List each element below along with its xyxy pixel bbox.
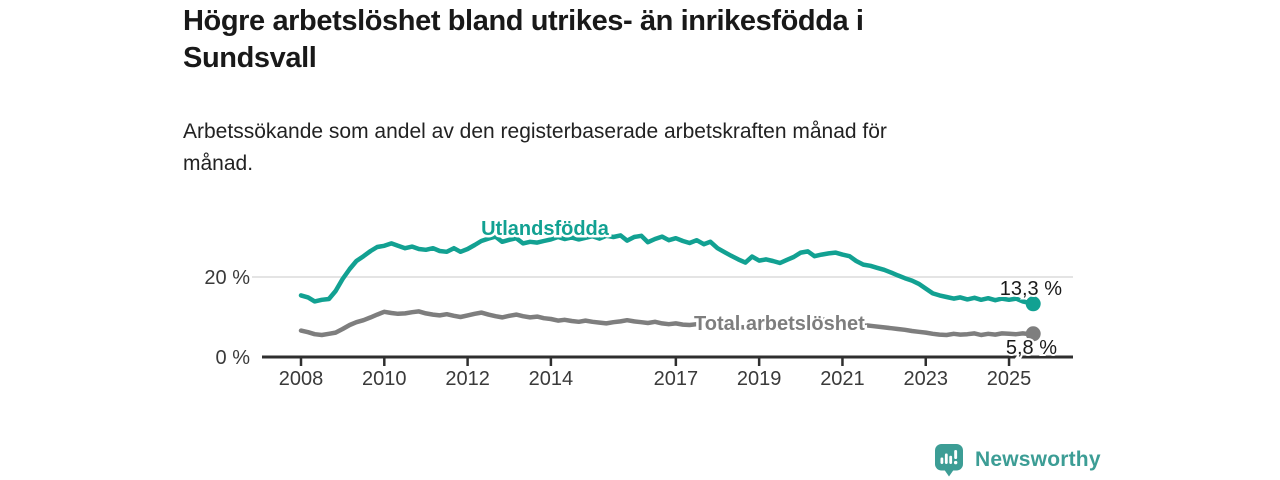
y-axis-tick-label-0: 20 % (204, 267, 250, 289)
x-axis-tick-label-2017: 2017 (654, 368, 699, 390)
brand-footer: Newsworthy (934, 443, 1101, 477)
page-title: Högre arbetslöshet bland utrikes- än inr… (183, 3, 864, 77)
x-axis-tick-label-2014: 2014 (529, 368, 574, 390)
x-axis-tick-label-2019: 2019 (737, 368, 782, 390)
end-value-label-total: 5,8 % (1006, 337, 1057, 359)
end-value-label-utlandsfodda: 13,3 % (1000, 278, 1062, 300)
page-title-line2: Sundsvall (183, 42, 317, 74)
chart-subtitle: Arbetssökande som andel av den registerb… (183, 116, 887, 180)
x-axis-tick-label-2012: 2012 (445, 368, 490, 390)
series-line-total (298, 309, 1036, 338)
x-axis-tick-label-2021: 2021 (820, 368, 865, 390)
x-axis-tick-label-2023: 2023 (904, 368, 949, 390)
y-axis-tick-label-1: 0 % (216, 347, 251, 369)
x-axis-tick-label-2010: 2010 (362, 368, 407, 390)
page-title-line1: Högre arbetslöshet bland utrikes- än inr… (183, 5, 864, 37)
series-label-utlandsfodda: Utlandsfödda (481, 218, 610, 240)
series-line-utlandsfodda (298, 233, 1036, 307)
bar-chart-speech-bubble-icon (935, 444, 963, 477)
brand-name: Newsworthy (975, 448, 1101, 471)
x-axis-tick-label-2025: 2025 (987, 368, 1032, 390)
series-label-total: Total arbetslöshet (694, 313, 865, 335)
chart-subtitle-line1: Arbetssökande som andel av den registerb… (183, 120, 887, 143)
series-end-dot-total (1025, 326, 1041, 342)
x-axis-tick-label-2008: 2008 (279, 368, 324, 390)
series-end-dot-utlandsfodda (1025, 296, 1041, 312)
chart-subtitle-line2: månad. (183, 152, 254, 175)
